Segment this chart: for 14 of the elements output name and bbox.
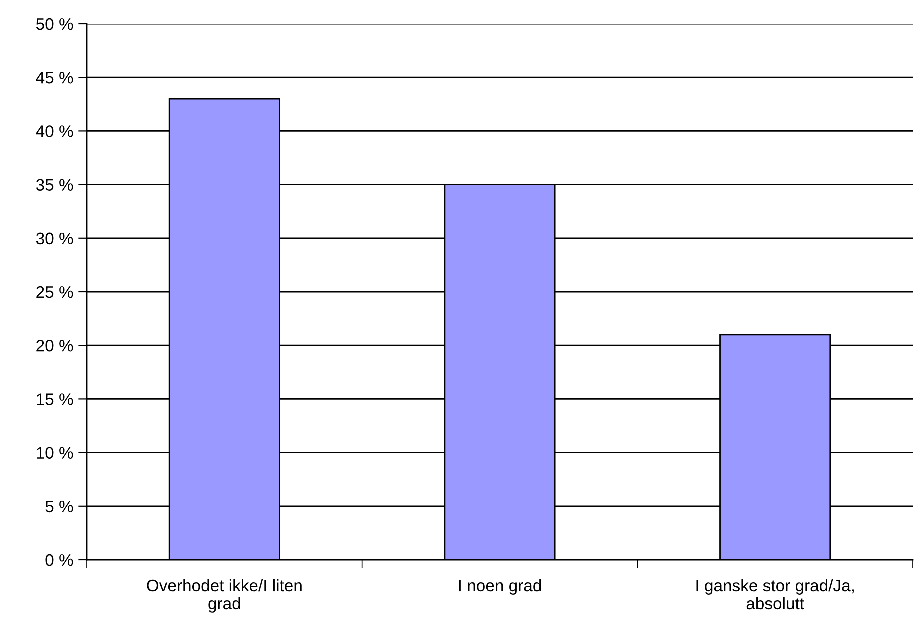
- y-tick-label: 50 %: [36, 18, 74, 30]
- y-tick-label: 20 %: [36, 340, 74, 352]
- y-tick-label: 40 %: [36, 126, 74, 138]
- x-tick-label: I ganske stor grad/Ja, absolutt: [696, 579, 854, 610]
- y-tick-label: 15 %: [37, 394, 74, 406]
- x-tick-label: Overhodet ikke/I liten grad: [147, 579, 302, 613]
- y-tick-label: 10 %: [37, 447, 74, 460]
- y-tick-label: 45 %: [36, 72, 74, 84]
- x-tick-label: I noen grad: [459, 579, 542, 595]
- y-tick-label: 25 %: [36, 286, 74, 298]
- y-tick-label: 0 %: [46, 554, 74, 566]
- y-tick-label: 5 %: [46, 500, 74, 513]
- y-tick-label: 30 %: [36, 232, 74, 245]
- y-tick-label: 35 %: [36, 179, 74, 192]
